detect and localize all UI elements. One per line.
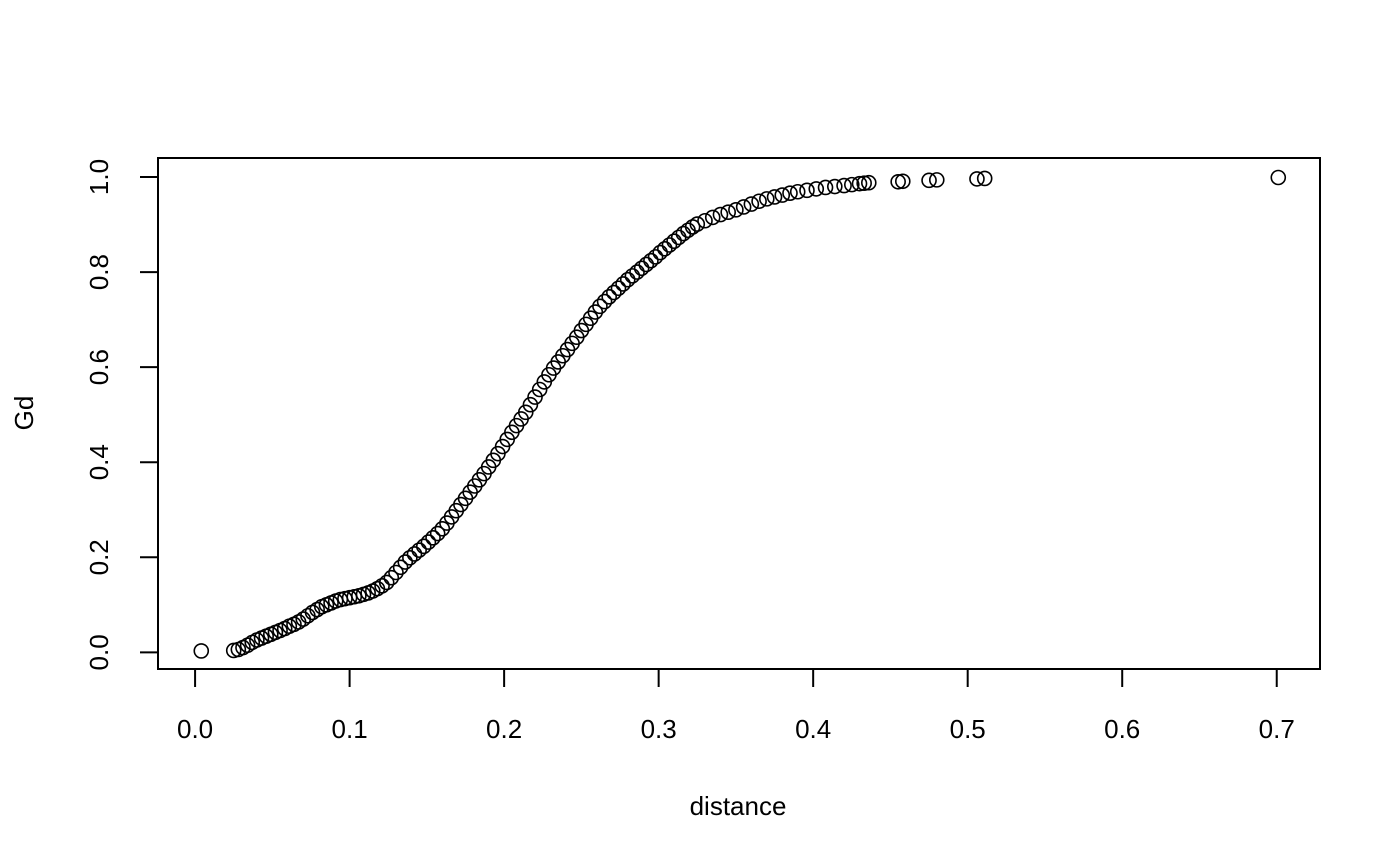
data-point [425, 530, 441, 546]
data-point [415, 538, 432, 555]
data-point [517, 404, 534, 421]
data-point [402, 549, 418, 566]
data-point [406, 546, 423, 562]
data-point [751, 193, 767, 210]
x-tick-label: 0.3 [641, 714, 677, 744]
y-tick-label: 0.6 [84, 349, 114, 385]
data-point [743, 196, 760, 212]
data-point [411, 542, 427, 558]
data-point [420, 534, 437, 550]
data-points [193, 169, 1287, 659]
y-tick-label: 1.0 [84, 159, 114, 195]
data-point [759, 191, 775, 207]
y-axis: 0.0 0.2 0.4 0.6 0.8 1.0 [84, 159, 159, 670]
data-point [789, 183, 806, 200]
data-point [619, 271, 636, 288]
data-point [844, 176, 860, 193]
data-point [429, 525, 446, 542]
data-point [894, 173, 911, 190]
data-point [766, 189, 783, 205]
data-point [799, 182, 815, 199]
data-point [969, 171, 985, 187]
data-point [728, 202, 744, 218]
data-point [689, 216, 706, 232]
y-tick-label: 0.8 [84, 254, 114, 290]
data-point [610, 280, 627, 297]
data-point [587, 304, 604, 320]
y-tick-label: 0.2 [84, 539, 114, 575]
data-point [374, 578, 390, 594]
data-point [928, 172, 945, 188]
data-point [836, 177, 852, 194]
data-point [921, 172, 937, 189]
y-axis-title: Gd [9, 396, 39, 431]
data-point [522, 396, 539, 413]
x-tick-label: 0.4 [795, 714, 831, 744]
data-point [666, 233, 682, 249]
y-tick-label: 0.4 [84, 444, 114, 480]
data-point [388, 564, 404, 581]
x-tick-label: 0.2 [486, 714, 522, 744]
data-point [531, 381, 548, 398]
data-point [638, 256, 655, 273]
data-point [397, 554, 414, 570]
data-point [808, 181, 825, 197]
x-tick-label: 0.1 [332, 714, 368, 744]
data-point [592, 298, 608, 315]
x-tick-label: 0.6 [1104, 714, 1140, 744]
data-point [383, 569, 400, 586]
data-point [601, 289, 618, 305]
data-point [657, 240, 673, 257]
data-point [624, 268, 641, 284]
data-point [378, 574, 395, 591]
data-point [704, 209, 721, 226]
x-tick-label: 0.5 [950, 714, 986, 744]
x-tick-label: 0.0 [177, 714, 213, 744]
data-point [652, 244, 668, 261]
x-tick-label: 0.7 [1259, 714, 1295, 744]
data-point [782, 185, 798, 201]
x-axis: 0.0 0.1 0.2 0.3 0.4 0.5 0.6 0.7 [177, 668, 1295, 744]
data-point [720, 204, 736, 220]
y-tick-label: 0.0 [84, 634, 114, 670]
data-point [817, 179, 834, 196]
data-point [697, 212, 713, 229]
data-point [976, 170, 993, 187]
data-point [633, 260, 650, 277]
data-point [735, 199, 752, 215]
data-point [434, 520, 451, 537]
data-point [643, 252, 659, 269]
data-point [856, 175, 872, 191]
data-point [827, 178, 843, 195]
x-axis-title: distance [690, 791, 787, 821]
data-point [615, 276, 631, 292]
data-point [392, 559, 409, 576]
data-point [774, 187, 791, 203]
data-point [629, 264, 645, 280]
data-point [647, 249, 664, 265]
data-point [1270, 169, 1287, 186]
data-point [860, 174, 877, 191]
data-point [606, 284, 622, 301]
data-point [661, 237, 678, 253]
data-point [890, 173, 906, 190]
data-point [851, 175, 868, 192]
data-point [596, 293, 613, 310]
data-point [193, 643, 210, 659]
data-point [527, 389, 543, 405]
data-point [712, 206, 729, 223]
